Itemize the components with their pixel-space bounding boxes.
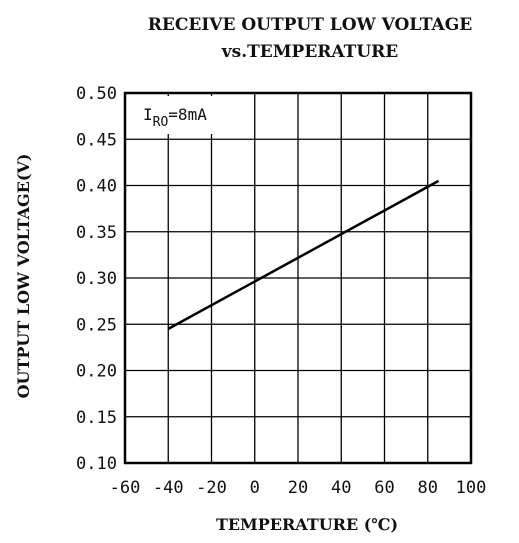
y-tick-label: 0.30 (76, 269, 117, 289)
y-tick-label: 0.40 (76, 177, 117, 197)
annotation-label: IRO=8mA (143, 105, 207, 130)
x-tick-label: -60 (110, 478, 141, 498)
series-line (167, 179, 440, 330)
x-tick-label: 0 (250, 478, 260, 498)
chart-subtitle: vs.TEMPERATURE (221, 42, 399, 62)
grid (125, 93, 471, 463)
annotation-subscript: RO (153, 115, 169, 130)
annotation-prefix: I (143, 105, 153, 124)
x-axis-title: TEMPERATURE (℃) (216, 515, 398, 534)
chart-title: RECEIVE OUTPUT LOW VOLTAGE (148, 15, 473, 35)
plot-frame (123, 91, 473, 465)
x-tick-label: 60 (374, 478, 394, 498)
x-tick-label: -20 (196, 478, 227, 498)
x-tick-label: 100 (456, 478, 487, 498)
annotation-box (131, 96, 249, 134)
x-tick-label: -40 (153, 478, 184, 498)
x-tick-label: 20 (288, 478, 308, 498)
y-tick-label: 0.10 (76, 454, 117, 474)
y-tick-label: 0.50 (76, 84, 117, 104)
x-tick-label: 80 (418, 478, 438, 498)
y-tick-label: 0.45 (76, 130, 117, 150)
annotation-suffix: =8mA (168, 105, 207, 124)
y-tick-label: 0.15 (76, 408, 117, 428)
y-tick-label: 0.35 (76, 223, 117, 243)
y-axis-title: OUTPUT LOW VOLTAGE(V) (14, 154, 33, 399)
x-tick-label: 40 (331, 478, 351, 498)
y-tick-labels: 0.10 0.15 0.20 0.25 0.30 0.35 0.40 0.45 0.50 (76, 84, 117, 474)
series (167, 179, 440, 330)
y-tick-label: 0.25 (76, 315, 117, 335)
y-tick-label: 0.20 (76, 362, 117, 382)
x-tick-labels: -60 -40 -20 0 20 40 60 80 100 (110, 478, 487, 498)
